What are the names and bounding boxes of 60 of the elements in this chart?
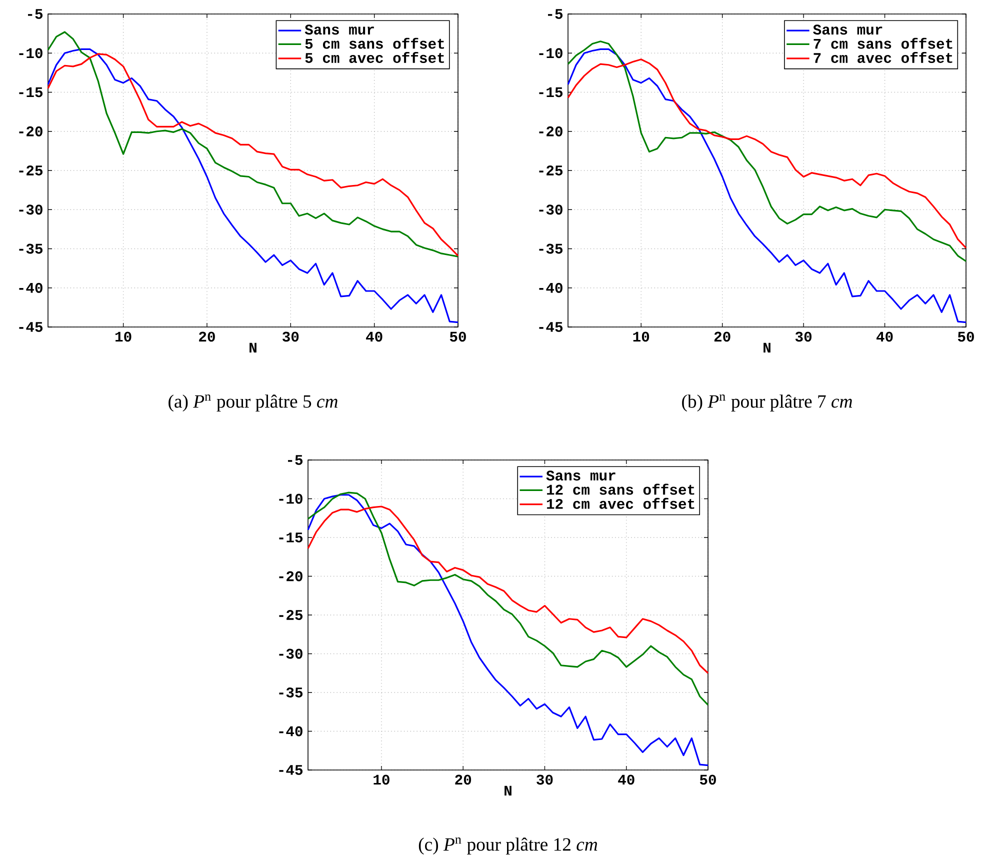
x-axis-title: N <box>504 786 512 796</box>
y-tick-label: -40 <box>539 282 562 293</box>
x-tick-label: 30 <box>795 332 812 342</box>
y-tick-label: -45 <box>279 765 303 775</box>
y-tick-label: -35 <box>19 244 43 254</box>
y-tick-label: -35 <box>539 244 563 254</box>
line-series <box>307 494 709 766</box>
x-tick-label: 20 <box>714 332 730 342</box>
legend-label: 7 cm sans offset <box>814 38 952 49</box>
y-tick-label: -10 <box>279 494 302 504</box>
y-tick-label: -40 <box>19 282 42 293</box>
legend-label: 7 cm avec offset <box>814 52 952 63</box>
y-tick-label: -30 <box>279 648 302 659</box>
y-tick-label: -20 <box>539 126 562 136</box>
x-tick-label: 40 <box>366 332 382 342</box>
x-axis-title: N <box>764 342 770 352</box>
y-tick-label: -15 <box>539 87 563 98</box>
x-axis-title: N <box>250 342 256 352</box>
x-tick-label: 50 <box>958 332 974 342</box>
y-tick-label: -10 <box>539 48 562 58</box>
legend-label: 12 cm sans offset <box>546 484 694 495</box>
text: (b) P$^{n}$ pour plâtre 7 cm <box>682 394 852 412</box>
line-series <box>47 48 459 324</box>
legend-label: Sans mur <box>813 24 882 35</box>
y-tick-label: -15 <box>19 87 43 98</box>
x-tick-label: 40 <box>876 332 893 342</box>
y-tick-label: -25 <box>19 166 43 176</box>
x-tick-label: 50 <box>450 332 466 342</box>
legend-label: Sans mur <box>304 24 374 35</box>
x-tick-label: 30 <box>536 774 553 785</box>
x-tick-label: 20 <box>455 774 472 785</box>
x-tick-label: 10 <box>374 774 390 785</box>
line-series <box>567 48 967 324</box>
y-tick-label: -20 <box>279 571 302 582</box>
text: (a) P$^{n}$ pour plâtre 5 cm <box>168 394 338 412</box>
text: (c) P$^{n}$ pour plâtre 12 cm <box>418 837 598 855</box>
y-tick-label: -25 <box>539 166 563 176</box>
y-tick-label: -15 <box>279 532 303 542</box>
y-tick-label: -30 <box>539 204 562 215</box>
legend-label: Sans mur <box>546 470 616 481</box>
y-tick-label: -5 <box>288 455 303 465</box>
y-tick-label: -45 <box>539 322 563 332</box>
y-tick-label: -40 <box>279 726 302 736</box>
legend-label: 12 cm avec offset <box>546 498 694 509</box>
x-tick-label: 20 <box>199 332 215 342</box>
legend-label: 5 cm avec offset <box>305 52 444 63</box>
y-tick-label: -25 <box>279 610 303 620</box>
y-tick-label: -35 <box>279 688 303 698</box>
x-tick-label: 40 <box>618 774 634 785</box>
x-tick-label: 50 <box>700 774 716 785</box>
x-tick-label: 30 <box>282 332 299 342</box>
legend-label: 5 cm sans offset <box>305 38 444 49</box>
y-tick-label: -10 <box>19 48 42 58</box>
y-tick-label: -5 <box>548 9 563 19</box>
y-tick-label: -5 <box>28 9 43 19</box>
x-tick-label: 10 <box>633 332 650 342</box>
y-tick-label: -30 <box>19 204 42 215</box>
x-tick-label: 10 <box>115 332 132 342</box>
y-tick-label: -45 <box>19 322 43 332</box>
y-tick-label: -20 <box>19 126 42 136</box>
